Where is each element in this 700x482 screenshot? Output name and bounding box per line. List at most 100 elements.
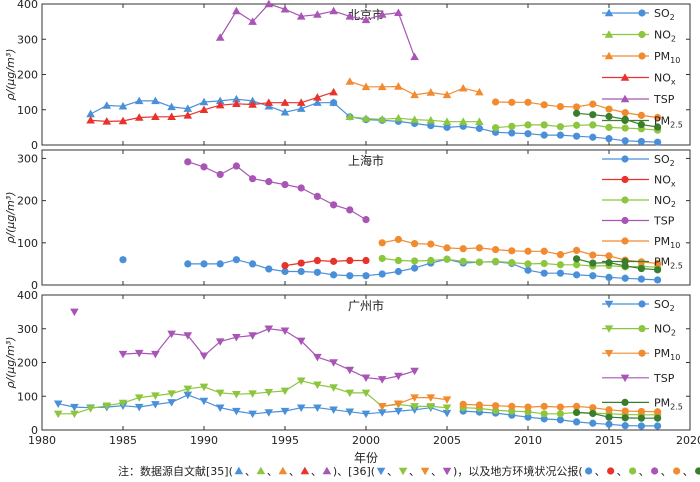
legend-label: SO2 [654, 298, 675, 313]
data-point [394, 372, 403, 381]
data-point [102, 117, 112, 125]
series-line [90, 98, 334, 115]
legend-marker [621, 398, 629, 406]
data-point [637, 120, 646, 129]
data-point [297, 267, 305, 276]
data-point [184, 260, 192, 268]
legend-label: TSP [653, 215, 675, 228]
panel-title: 上海市 [348, 153, 384, 168]
data-point [281, 180, 289, 189]
data-point [442, 404, 452, 413]
data-point [313, 10, 322, 18]
note-marker [300, 466, 310, 475]
data-point [102, 402, 112, 410]
data-point [361, 82, 371, 91]
data-point [346, 256, 354, 265]
data-point [540, 121, 548, 129]
data-point [248, 390, 257, 398]
y-axis-label: ρ/(μg/m³) [4, 336, 17, 388]
data-point [508, 129, 516, 137]
legend: SO2 NO2 PM10 NOx TSP PM2.5 [602, 7, 683, 130]
note-marker [585, 467, 593, 475]
data-point [458, 117, 468, 125]
data-point [394, 407, 403, 416]
data-point [134, 394, 144, 402]
data-point [199, 105, 209, 113]
data-point [605, 123, 613, 131]
series-pm10 [345, 77, 484, 99]
y-tick-label: 400 [17, 289, 38, 302]
note-marker [651, 467, 659, 475]
data-point [540, 410, 548, 418]
data-point [524, 121, 532, 129]
data-point [621, 422, 629, 430]
data-point [605, 112, 613, 121]
data-point [167, 102, 176, 111]
legend-label: NO2 [654, 29, 676, 44]
note-separator: 、 [267, 465, 278, 478]
y-tick-label: 300 [17, 323, 38, 336]
data-point [459, 257, 467, 265]
data-point [167, 390, 176, 398]
data-point [296, 404, 306, 413]
data-point [215, 338, 225, 346]
data-point [313, 256, 321, 265]
data-point [248, 17, 257, 25]
data-point [573, 418, 581, 426]
data-point [654, 266, 662, 274]
legend-marker [621, 155, 629, 163]
data-point [377, 114, 387, 123]
data-point [86, 405, 95, 413]
data-point [329, 6, 338, 15]
x-tick-label: 1990 [190, 434, 218, 447]
data-point [377, 10, 387, 18]
data-point [427, 122, 435, 130]
data-point [573, 246, 581, 255]
legend-marker [620, 94, 630, 103]
data-point [508, 402, 516, 410]
data-point [362, 216, 370, 224]
data-point [265, 178, 273, 186]
note-separator: 、 [595, 465, 606, 478]
y-tick-label: 300 [17, 33, 38, 46]
note-text: )、[36]( [333, 465, 375, 478]
legend-marker [621, 237, 629, 245]
data-point [361, 389, 371, 398]
data-point [345, 77, 355, 85]
x-tick-label: 2000 [352, 434, 380, 447]
data-point [232, 407, 241, 416]
y-tick-label: 0 [31, 424, 38, 437]
data-point [280, 327, 290, 336]
data-point [199, 397, 209, 406]
legend-label: SO2 [654, 153, 675, 168]
data-point [654, 123, 662, 131]
note-separator: 、 [661, 465, 672, 478]
data-point [296, 104, 306, 112]
data-point [167, 399, 176, 407]
data-point [345, 112, 355, 121]
data-point [410, 52, 419, 61]
data-point [232, 256, 240, 264]
x-tick-label: 2005 [433, 434, 461, 447]
data-point [330, 99, 338, 107]
series-tsp [215, 0, 419, 61]
data-point [605, 273, 613, 282]
data-point [621, 137, 629, 145]
data-point [573, 271, 581, 279]
legend-marker [604, 300, 614, 309]
data-point [119, 256, 127, 264]
data-point [654, 259, 662, 268]
y-tick-label: 200 [17, 195, 38, 208]
data-point [394, 8, 403, 17]
data-point [654, 408, 662, 416]
data-point [540, 101, 548, 109]
data-point [248, 332, 257, 340]
data-point [134, 349, 144, 358]
x-tick-label: 2020 [676, 434, 700, 447]
data-point [248, 100, 257, 108]
data-point [151, 401, 160, 409]
data-point [313, 404, 322, 413]
note-separator: 、 [617, 465, 628, 478]
data-point [605, 105, 613, 113]
legend-marker [604, 51, 614, 60]
